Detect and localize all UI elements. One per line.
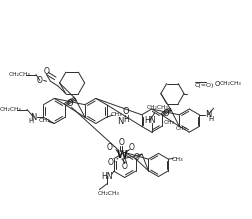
Text: CH₃: CH₃ (39, 118, 50, 123)
Text: H: H (208, 116, 213, 122)
Text: CH₃: CH₃ (164, 120, 175, 125)
Text: H: H (123, 115, 129, 124)
Text: HN: HN (101, 171, 113, 180)
Text: CH₂CH₃: CH₂CH₃ (147, 105, 168, 110)
Text: CH₂CH₃: CH₂CH₃ (0, 107, 22, 112)
Text: CH₂CH₃: CH₂CH₃ (98, 191, 120, 196)
Text: CH₃: CH₃ (110, 112, 122, 117)
Text: HN: HN (144, 116, 155, 125)
Text: O: O (122, 162, 128, 171)
Text: O: O (134, 153, 140, 162)
Text: O: O (162, 109, 169, 118)
Text: N: N (205, 110, 211, 119)
Text: CH₃: CH₃ (176, 126, 187, 131)
Text: O: O (37, 76, 43, 85)
Text: C(=O): C(=O) (195, 83, 214, 88)
Text: +: + (167, 108, 172, 113)
Text: CH₃: CH₃ (171, 157, 183, 162)
Text: W: W (116, 150, 127, 160)
Text: CH₂CH₃: CH₂CH₃ (9, 72, 30, 77)
Text: +: + (72, 98, 77, 103)
Text: O: O (215, 81, 220, 87)
Text: O⁻: O⁻ (107, 157, 117, 167)
Text: H: H (28, 118, 34, 124)
Text: O: O (119, 138, 125, 147)
Text: O: O (44, 67, 49, 76)
Text: O: O (123, 107, 129, 116)
Text: O: O (129, 143, 134, 152)
Text: O: O (66, 99, 73, 108)
Text: N: N (117, 117, 123, 126)
Text: O⁻: O⁻ (106, 143, 116, 152)
Text: CH₂CH₃: CH₂CH₃ (219, 81, 241, 87)
Text: N: N (30, 113, 37, 122)
